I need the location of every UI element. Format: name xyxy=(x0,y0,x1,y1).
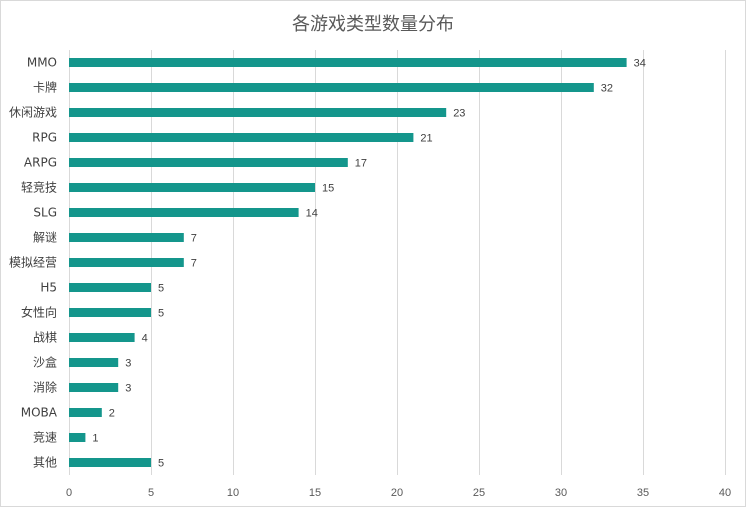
bar xyxy=(69,58,627,67)
category-label: 轻竞技 xyxy=(21,181,57,195)
bar xyxy=(69,83,594,92)
data-label: 15 xyxy=(322,183,334,195)
category-label: 女性向 xyxy=(21,305,57,320)
category-label: 消除 xyxy=(33,380,57,395)
category-label: 休闲游戏 xyxy=(9,106,57,120)
bar xyxy=(69,333,135,342)
bar xyxy=(69,358,119,367)
category-label: RPG xyxy=(32,131,57,145)
data-label: 5 xyxy=(158,283,164,295)
category-label: 卡牌 xyxy=(33,81,57,95)
data-label: 1 xyxy=(92,433,98,445)
data-label: 7 xyxy=(191,258,197,270)
data-label: 4 xyxy=(142,333,148,345)
bar xyxy=(69,458,151,467)
data-label: 21 xyxy=(420,133,432,145)
bar xyxy=(69,408,102,417)
bar xyxy=(69,383,119,392)
category-label: 竞速 xyxy=(33,431,57,445)
x-tick-label: 15 xyxy=(309,487,321,499)
category-label: MMO xyxy=(27,56,57,70)
data-label: 32 xyxy=(601,83,613,95)
bar xyxy=(69,433,86,442)
category-label: 模拟经营 xyxy=(9,256,57,270)
bar xyxy=(69,308,151,317)
bar xyxy=(69,283,151,292)
category-label: 沙盒 xyxy=(33,355,57,370)
data-label: 23 xyxy=(453,108,465,120)
category-label: 解谜 xyxy=(33,231,57,245)
data-label: 3 xyxy=(125,358,131,370)
bar xyxy=(69,158,348,167)
category-label: MOBA xyxy=(21,406,58,420)
category-label: H5 xyxy=(40,281,57,295)
bar xyxy=(69,233,184,242)
data-label: 5 xyxy=(158,458,164,470)
x-tick-label: 5 xyxy=(148,487,154,499)
category-label: SLG xyxy=(33,206,57,220)
bar xyxy=(69,208,299,217)
x-tick-label: 10 xyxy=(227,487,239,499)
chart-title: 各游戏类型数量分布 xyxy=(292,14,454,35)
data-label: 2 xyxy=(109,408,115,420)
x-tick-label: 20 xyxy=(391,487,403,499)
x-tick-label: 0 xyxy=(66,487,72,499)
bar xyxy=(69,258,184,267)
data-label: 5 xyxy=(158,308,164,320)
category-label: ARPG xyxy=(24,156,57,170)
bar xyxy=(69,183,315,192)
x-tick-label: 25 xyxy=(473,487,485,499)
data-label: 14 xyxy=(306,208,318,220)
data-label: 34 xyxy=(634,58,646,70)
bar xyxy=(69,108,447,117)
data-label: 17 xyxy=(355,158,367,170)
x-tick-label: 35 xyxy=(637,487,649,499)
bar xyxy=(69,133,414,142)
data-label: 3 xyxy=(125,383,131,395)
x-tick-label: 40 xyxy=(719,487,731,499)
x-tick-label: 30 xyxy=(555,487,567,499)
category-label: 战棋 xyxy=(33,331,57,345)
category-label: 其他 xyxy=(33,456,57,470)
data-label: 7 xyxy=(191,233,197,245)
